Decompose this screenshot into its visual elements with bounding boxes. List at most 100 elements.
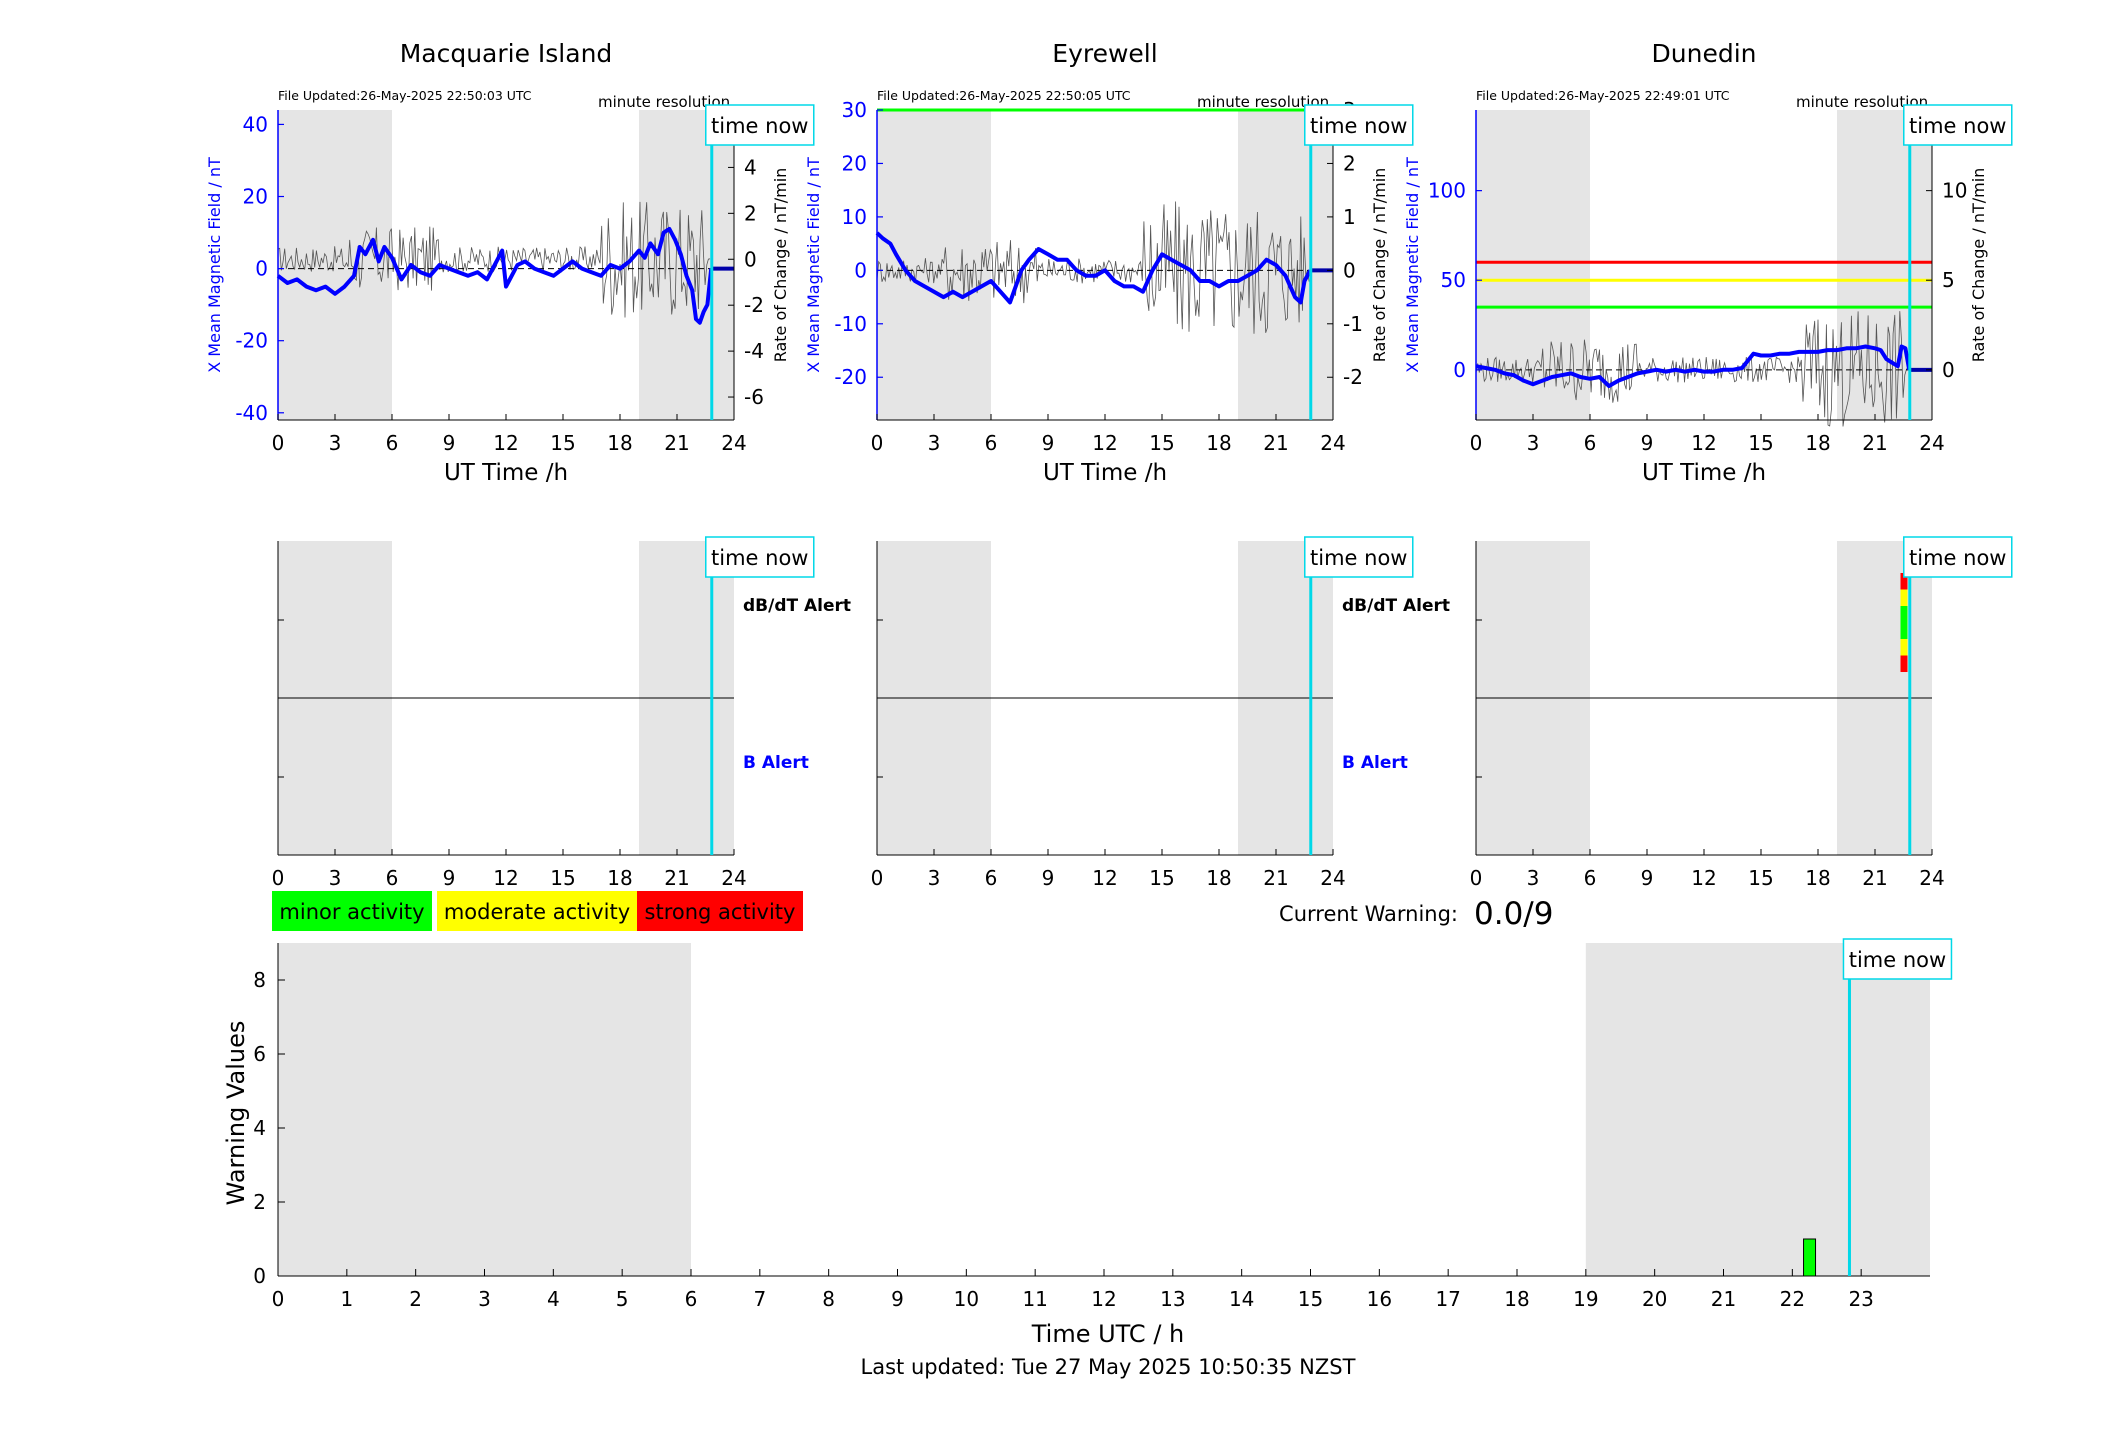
left-y-tick-label: 10 bbox=[842, 205, 867, 229]
alert-x-tick-label: 12 bbox=[493, 866, 518, 890]
right-y-tick-label: -6 bbox=[744, 385, 764, 409]
time-now-box bbox=[1903, 536, 2013, 578]
left-y-axis-label: X Mean Magnetic Field / nT bbox=[1403, 157, 1422, 373]
warning-x-tick-label: 17 bbox=[1435, 1287, 1460, 1311]
left-y-tick-label: 50 bbox=[1441, 268, 1466, 292]
legend-minor-swatch bbox=[272, 891, 432, 931]
legend-minor-label: minor activity bbox=[279, 900, 424, 924]
alert-x-tick-label: 0 bbox=[272, 866, 285, 890]
mean-field-line bbox=[875, 231, 1312, 305]
x-axis-label: UT Time /h bbox=[1642, 460, 1766, 486]
warning-x-tick-label: 2 bbox=[409, 1287, 422, 1311]
alert-x-tick-label: 15 bbox=[550, 866, 575, 890]
warning-y-tick-label: 2 bbox=[253, 1190, 266, 1214]
legend-strong-swatch bbox=[637, 891, 803, 931]
x-tick-label: 18 bbox=[607, 431, 632, 455]
warning-x-tick-label: 11 bbox=[1022, 1287, 1047, 1311]
x-tick-label: 18 bbox=[1805, 431, 1830, 455]
time-now-label: time now bbox=[711, 546, 808, 570]
time-now-box bbox=[1903, 104, 2013, 146]
left-y-tick-label: -20 bbox=[834, 365, 867, 389]
warning-x-tick-label: 3 bbox=[478, 1287, 491, 1311]
time-now-box bbox=[1304, 536, 1414, 578]
warning-y-tick-label: 6 bbox=[253, 1042, 266, 1066]
alert-x-tick-label: 21 bbox=[1862, 866, 1887, 890]
file-updated-text: File Updated:26-May-2025 22:49:01 UTC bbox=[1476, 88, 1730, 103]
alert-bar-segment-minor bbox=[1900, 606, 1908, 623]
warning-x-tick-label: 18 bbox=[1504, 1287, 1529, 1311]
alert-x-tick-label: 18 bbox=[1805, 866, 1830, 890]
warning-x-tick-label: 0 bbox=[272, 1287, 285, 1311]
alert-x-tick-label: 12 bbox=[1092, 866, 1117, 890]
alert-x-tick-label: 9 bbox=[1641, 866, 1654, 890]
last-updated-footer: Last updated: Tue 27 May 2025 10:50:35 N… bbox=[861, 1355, 1356, 1379]
mean-field-line bbox=[276, 227, 714, 325]
x-tick-label: 6 bbox=[386, 431, 399, 455]
warning-x-tick-label: 6 bbox=[685, 1287, 698, 1311]
warning-x-tick-label: 4 bbox=[547, 1287, 560, 1311]
x-tick-label: 0 bbox=[871, 431, 884, 455]
b-alert-label: B Alert bbox=[1342, 753, 1408, 773]
alert-x-tick-label: 24 bbox=[1919, 866, 1944, 890]
alert-x-tick-label: 15 bbox=[1149, 866, 1174, 890]
left-y-tick-label: 20 bbox=[243, 185, 268, 209]
x-tick-label: 21 bbox=[1862, 431, 1887, 455]
left-y-axis-label: X Mean Magnetic Field / nT bbox=[804, 157, 823, 373]
x-tick-label: 21 bbox=[664, 431, 689, 455]
time-now-box bbox=[1304, 104, 1414, 146]
left-y-tick-label: 0 bbox=[255, 257, 268, 281]
right-y-axis-label: Rate of Change / nT/min bbox=[1370, 168, 1389, 363]
alert-x-tick-label: 6 bbox=[386, 866, 399, 890]
warning-y-tick-label: 0 bbox=[253, 1264, 266, 1288]
warning-y-axis-label: Warning Values bbox=[222, 1021, 250, 1206]
right-y-tick-label: -4 bbox=[744, 339, 764, 363]
b-alert-label: B Alert bbox=[743, 753, 809, 773]
station-title: Dunedin bbox=[1652, 39, 1757, 68]
right-y-tick-label: 2 bbox=[744, 201, 757, 225]
current-warning-label: Current Warning: bbox=[1279, 902, 1458, 926]
warning-x-tick-label: 13 bbox=[1160, 1287, 1185, 1311]
plot-content-layer: Macquarie Island File Updated:26-May-2025… bbox=[205, 39, 1988, 1311]
x-tick-label: 12 bbox=[493, 431, 518, 455]
x-tick-label: 15 bbox=[1748, 431, 1773, 455]
warning-x-tick-label: 14 bbox=[1229, 1287, 1254, 1311]
x-tick-label: 12 bbox=[1092, 431, 1117, 455]
warning-x-tick-label: 20 bbox=[1642, 1287, 1667, 1311]
warning-x-tick-label: 19 bbox=[1573, 1287, 1598, 1311]
alert-x-tick-label: 12 bbox=[1691, 866, 1716, 890]
right-y-tick-label: 10 bbox=[1942, 179, 1967, 203]
left-y-axis-label: X Mean Magnetic Field / nT bbox=[205, 157, 224, 373]
warning-night-band bbox=[1585, 943, 1930, 1276]
time-now-box bbox=[705, 536, 815, 578]
x-tick-label: 12 bbox=[1691, 431, 1716, 455]
left-y-tick-label: 0 bbox=[1453, 358, 1466, 382]
time-now-label: time now bbox=[1849, 948, 1946, 972]
file-updated-text: File Updated:26-May-2025 22:50:03 UTC bbox=[278, 88, 532, 103]
right-y-tick-label: -1 bbox=[1343, 312, 1363, 336]
warning-y-tick-label: 8 bbox=[253, 968, 266, 992]
left-y-tick-label: -10 bbox=[834, 312, 867, 336]
alert-x-tick-label: 3 bbox=[329, 866, 342, 890]
x-tick-label: 0 bbox=[272, 431, 285, 455]
x-tick-label: 15 bbox=[550, 431, 575, 455]
alert-x-tick-label: 15 bbox=[1748, 866, 1773, 890]
legend-moderate-label: moderate activity bbox=[444, 900, 630, 924]
legend-moderate-swatch bbox=[437, 891, 637, 931]
alert-bar-segment-minor bbox=[1900, 622, 1908, 639]
warning-x-tick-label: 22 bbox=[1780, 1287, 1805, 1311]
alert-x-tick-label: 18 bbox=[1206, 866, 1231, 890]
warning-x-tick-label: 21 bbox=[1711, 1287, 1736, 1311]
right-y-tick-label: 2 bbox=[1343, 151, 1356, 175]
alert-x-tick-label: 0 bbox=[1470, 866, 1483, 890]
warning-x-tick-label: 7 bbox=[753, 1287, 766, 1311]
warning-x-tick-label: 23 bbox=[1848, 1287, 1873, 1311]
warning-y-tick-label: 4 bbox=[253, 1116, 266, 1140]
x-tick-label: 6 bbox=[985, 431, 998, 455]
alert-x-tick-label: 21 bbox=[664, 866, 689, 890]
left-y-tick-label: 0 bbox=[854, 258, 867, 282]
warning-x-tick-label: 9 bbox=[891, 1287, 904, 1311]
resolution-label: minute resolution bbox=[1796, 93, 1928, 111]
warning-x-tick-label: 1 bbox=[340, 1287, 353, 1311]
alert-bar-segment-strong bbox=[1900, 573, 1908, 590]
